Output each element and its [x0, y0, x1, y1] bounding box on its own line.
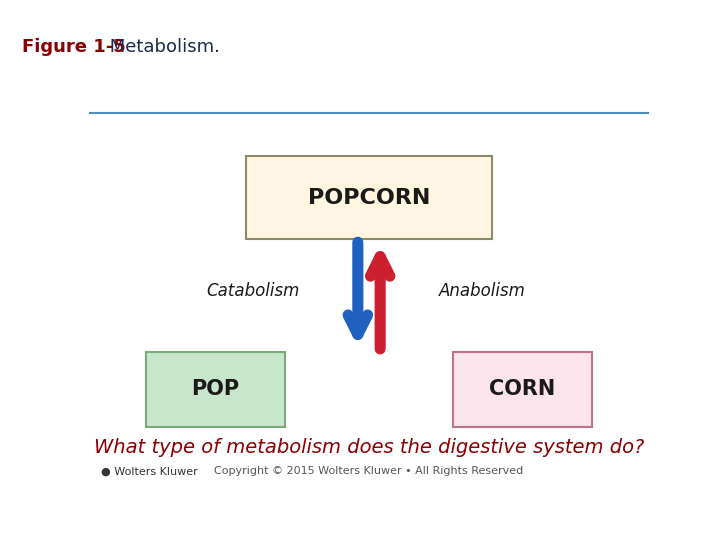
- Text: POPCORN: POPCORN: [308, 188, 430, 208]
- Text: CORN: CORN: [490, 379, 556, 399]
- Text: Anabolism: Anabolism: [438, 282, 526, 300]
- Text: Metabolism.: Metabolism.: [104, 38, 220, 56]
- Text: Figure 1-5: Figure 1-5: [22, 38, 125, 56]
- Text: Copyright © 2015 Wolters Kluwer • All Rights Reserved: Copyright © 2015 Wolters Kluwer • All Ri…: [215, 467, 523, 476]
- Text: Catabolism: Catabolism: [206, 282, 300, 300]
- FancyBboxPatch shape: [145, 352, 285, 427]
- Text: What type of metabolism does the digestive system do?: What type of metabolism does the digesti…: [94, 438, 644, 457]
- Text: ● Wolters Kluwer: ● Wolters Kluwer: [101, 467, 198, 476]
- FancyBboxPatch shape: [246, 156, 492, 239]
- FancyBboxPatch shape: [453, 352, 593, 427]
- Text: POP: POP: [192, 379, 240, 399]
